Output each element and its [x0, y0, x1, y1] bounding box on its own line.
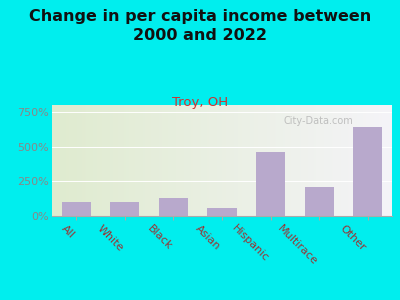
Text: Change in per capita income between
2000 and 2022: Change in per capita income between 2000…: [29, 9, 371, 43]
Bar: [256, 152, 285, 216]
Text: Troy, OH: Troy, OH: [172, 96, 228, 109]
Bar: [208, 208, 236, 216]
Bar: [62, 202, 91, 216]
Bar: [159, 198, 188, 216]
Bar: [110, 202, 140, 216]
Bar: [304, 187, 334, 216]
Text: City-Data.com: City-Data.com: [283, 116, 353, 126]
Bar: [353, 127, 382, 216]
